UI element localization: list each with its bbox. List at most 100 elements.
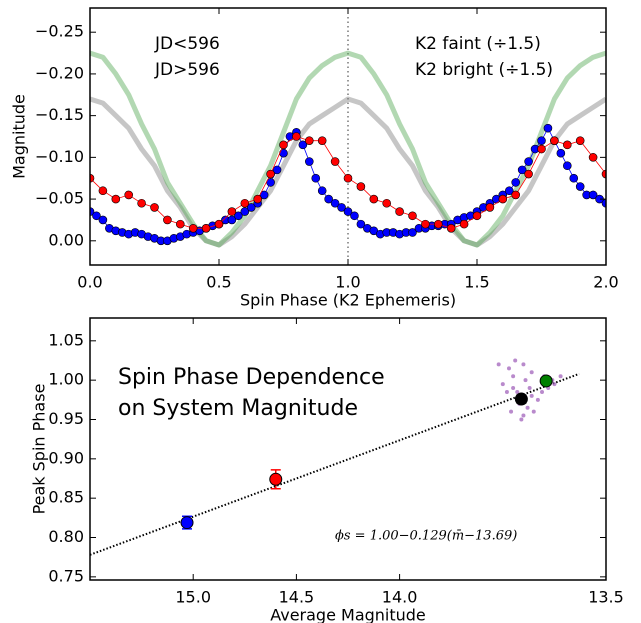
data-point bbox=[137, 198, 146, 208]
y-axis-label: Magnitude bbox=[10, 94, 29, 179]
data-point bbox=[543, 123, 553, 133]
y-tick-label: −0.05 bbox=[35, 189, 84, 208]
series-line bbox=[90, 50, 606, 248]
data-point bbox=[408, 228, 417, 237]
data-point bbox=[246, 203, 256, 212]
legend-label: JD<596 bbox=[154, 34, 220, 54]
data-point bbox=[90, 173, 95, 183]
data-point bbox=[240, 207, 250, 216]
x-tick-label: 0.5 bbox=[206, 273, 231, 292]
data-point bbox=[343, 207, 353, 216]
data-point bbox=[537, 136, 546, 145]
panel: 15.0 14.5 14.0 13.5 0.75 0.80 0.85 0.90 0.95 1.00… bbox=[30, 317, 624, 623]
data-point bbox=[317, 136, 327, 145]
cluster-point bbox=[519, 417, 524, 422]
cluster-point bbox=[525, 405, 530, 410]
data-point bbox=[433, 219, 443, 229]
legend-label: K2 faint (÷1.5) bbox=[415, 34, 541, 54]
data-point bbox=[304, 157, 314, 166]
y-tick-label: −0.20 bbox=[35, 63, 84, 82]
data-point bbox=[240, 198, 250, 208]
cluster-point bbox=[521, 362, 526, 367]
x-tick-label: 15.0 bbox=[175, 588, 211, 607]
y-tick-label: 1.05 bbox=[48, 330, 84, 349]
data-point bbox=[524, 157, 533, 166]
data-point bbox=[575, 182, 585, 191]
y-tick-label: 0.75 bbox=[48, 566, 84, 585]
cluster-point bbox=[521, 413, 526, 418]
data-point bbox=[575, 136, 585, 145]
data-point bbox=[588, 190, 598, 200]
x-tick-label: 0.0 bbox=[77, 273, 102, 292]
data-point bbox=[266, 169, 275, 179]
x-tick-label: 2.0 bbox=[593, 273, 618, 292]
data-point bbox=[550, 136, 559, 145]
cluster-point bbox=[535, 397, 540, 402]
cluster-point bbox=[511, 386, 516, 391]
data-point bbox=[539, 374, 553, 388]
series-line bbox=[90, 96, 606, 248]
cluster-point bbox=[506, 366, 511, 371]
data-point bbox=[408, 211, 417, 221]
data-point bbox=[369, 194, 379, 204]
data-point bbox=[304, 136, 314, 145]
cluster-point bbox=[509, 409, 514, 414]
data-point bbox=[227, 207, 237, 216]
data-point bbox=[234, 211, 243, 221]
data-point bbox=[472, 211, 482, 221]
data-point bbox=[269, 472, 283, 486]
y-axis-label: Peak Spin Phase bbox=[30, 384, 49, 515]
data-point bbox=[504, 186, 514, 196]
data-point bbox=[201, 223, 211, 233]
data-point bbox=[421, 219, 430, 229]
y-tick-label: −0.10 bbox=[35, 147, 84, 166]
data-point bbox=[188, 223, 198, 233]
x-tick-label: 13.5 bbox=[588, 588, 624, 607]
data-point bbox=[569, 173, 579, 183]
data-point bbox=[298, 140, 308, 150]
fit-line bbox=[90, 372, 580, 556]
data-point bbox=[537, 144, 546, 154]
cluster-point bbox=[515, 389, 520, 394]
cluster-point bbox=[540, 389, 545, 394]
data-point bbox=[311, 173, 321, 183]
y-tick-label: −0.15 bbox=[35, 105, 84, 124]
data-point bbox=[395, 207, 404, 216]
cluster-point bbox=[527, 386, 532, 391]
equation: ϕs = 1.00−0.129(m̄−13.69) bbox=[335, 529, 517, 544]
data-point bbox=[562, 161, 572, 171]
data-point bbox=[459, 219, 469, 229]
cluster-point bbox=[529, 370, 534, 375]
data-point bbox=[279, 140, 288, 150]
data-point bbox=[356, 219, 366, 229]
data-point bbox=[176, 219, 185, 229]
data-point bbox=[180, 516, 194, 530]
cluster-point bbox=[496, 362, 501, 367]
y-tick-label: 0.90 bbox=[48, 448, 84, 467]
x-tick-label: 14.5 bbox=[279, 588, 315, 607]
data-point bbox=[556, 148, 566, 158]
cluster-point bbox=[531, 409, 536, 414]
data-point bbox=[498, 194, 508, 204]
x-tick-label: 1.5 bbox=[464, 273, 489, 292]
data-point bbox=[330, 157, 340, 166]
data-point bbox=[514, 392, 528, 406]
y-tick-label: 0.80 bbox=[48, 527, 84, 546]
y-tick-label: 1.00 bbox=[48, 370, 84, 389]
data-point bbox=[124, 190, 133, 200]
plot-area bbox=[90, 8, 606, 265]
data-point bbox=[511, 190, 521, 200]
data-point bbox=[446, 223, 456, 233]
data-point bbox=[272, 165, 282, 175]
data-point bbox=[227, 215, 237, 225]
legend-label: JD>596 bbox=[154, 60, 220, 80]
data-point bbox=[253, 194, 263, 204]
data-point bbox=[324, 194, 333, 204]
data-point bbox=[111, 194, 121, 204]
y-tick-label: 0.95 bbox=[48, 409, 84, 428]
x-tick-label: 1.0 bbox=[335, 273, 360, 292]
data-point bbox=[517, 165, 527, 175]
data-point bbox=[163, 215, 172, 225]
data-point bbox=[343, 173, 353, 183]
